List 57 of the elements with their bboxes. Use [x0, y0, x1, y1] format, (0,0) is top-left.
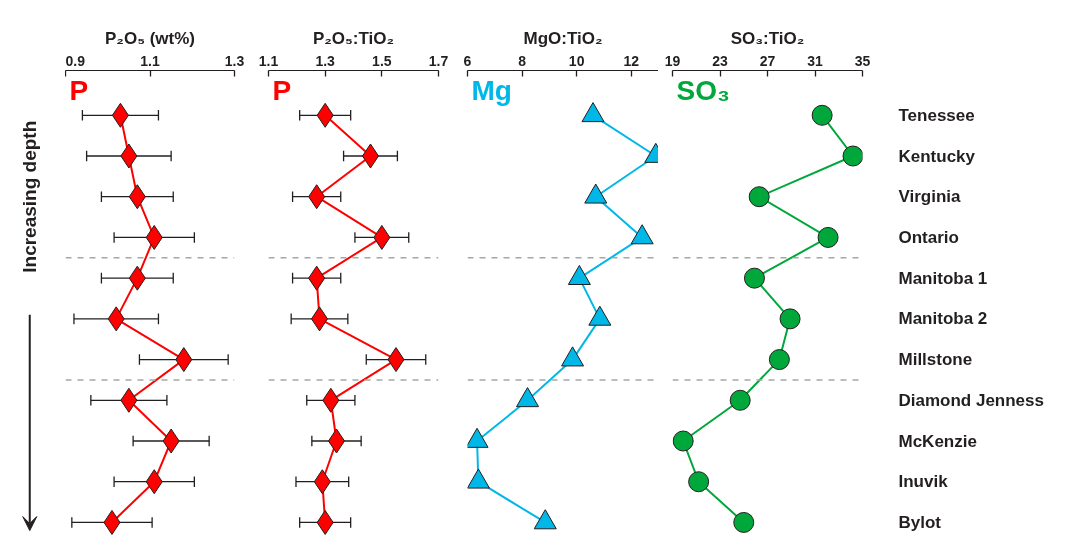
- x-tick-label: 19: [664, 52, 681, 69]
- point: [533, 509, 557, 530]
- point: [779, 308, 801, 330]
- point: [811, 104, 833, 126]
- y-tick-label: McKenzie: [898, 431, 977, 451]
- point: [567, 264, 591, 285]
- point: [743, 267, 765, 289]
- series-label: P: [272, 74, 292, 106]
- x-axis-title: SO₃:TiO₂: [730, 28, 805, 48]
- x-tick-label: 31: [807, 52, 823, 69]
- x-tick-label: 1.7: [428, 52, 449, 69]
- text: SO₃: [676, 74, 730, 106]
- text: Increasing depth: [19, 120, 41, 273]
- y-tick-label: Millstone: [898, 350, 973, 370]
- point: [748, 186, 770, 208]
- point: [842, 145, 863, 167]
- x-tick-label: 10: [568, 52, 585, 69]
- y-tick-label: Diamond Jenness: [898, 390, 1044, 410]
- point: [467, 427, 489, 448]
- y-tick-label: Virginia: [898, 187, 962, 207]
- x-tick-label: 1.3: [315, 52, 336, 69]
- x-axis-title: P₂O₅ (wt%): [105, 28, 195, 48]
- point: [768, 349, 790, 371]
- x-tick-label: 8: [518, 52, 527, 69]
- x-tick-label: 35: [854, 52, 871, 69]
- x-tick-label: 6: [463, 52, 472, 69]
- y-tick-label: Manitoba 1: [898, 268, 988, 288]
- point: [584, 183, 608, 204]
- point: [467, 468, 490, 489]
- x-tick-label: 12: [623, 52, 640, 69]
- point: [630, 224, 654, 245]
- x-tick-label: 1.1: [258, 52, 279, 69]
- series-label: P: [69, 74, 89, 106]
- point: [516, 387, 540, 408]
- y-tick-label: Inuvik: [898, 472, 949, 492]
- point: [581, 102, 605, 123]
- point: [561, 346, 585, 367]
- y-tick-label: Bylot: [898, 512, 942, 532]
- point: [688, 471, 710, 493]
- x-tick-label: 0.9: [65, 52, 86, 69]
- point: [733, 511, 755, 533]
- x-axis-title: P₂O₅:TiO₂: [312, 28, 395, 48]
- y-tick-label: Ontario: [898, 227, 959, 247]
- x-tick-label: 1.5: [372, 52, 392, 69]
- point: [817, 226, 839, 248]
- x-tick-label: 27: [759, 52, 776, 69]
- y-tick-label: Kentucky: [898, 146, 976, 166]
- text: Mg: [471, 74, 512, 106]
- point: [588, 305, 612, 326]
- x-tick-label: 1.1: [140, 52, 160, 69]
- x-tick-label: 23: [712, 52, 728, 69]
- point: [672, 430, 694, 452]
- y-tick-label: Manitoba 2: [898, 309, 988, 329]
- point: [729, 389, 751, 411]
- x-axis-title: MgO:TiO₂: [523, 28, 603, 48]
- x-tick-label: 1.3: [224, 52, 245, 69]
- y-tick-label: Tenessee: [898, 105, 975, 125]
